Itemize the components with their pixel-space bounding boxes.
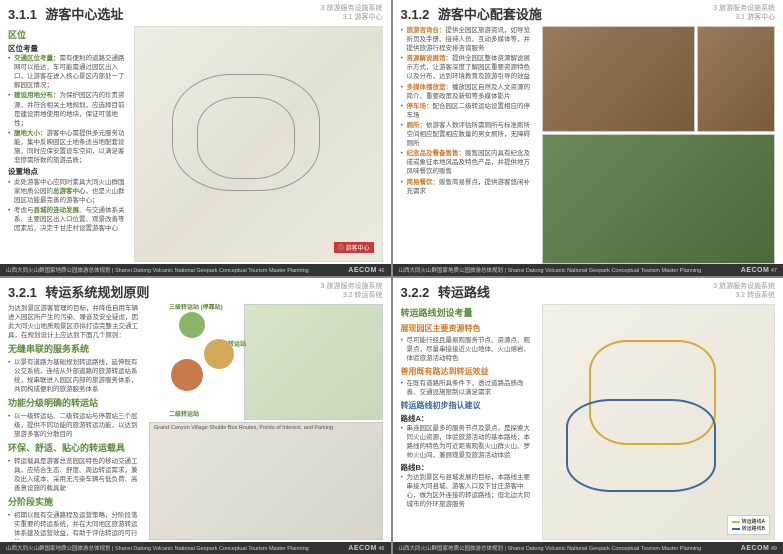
logo: AECOM [348, 545, 377, 552]
bullet: 串连园区最多的服务节点及景点，是探索大同火山资源，体验旅游活动的基本路线；本路线… [401, 424, 536, 460]
bullet: 为达到景区与县城发展的目标，本路线主要串接大同县城、游客入口及下甘庄游客中心，做… [401, 473, 536, 509]
section-title: 转运系统规划原则 [45, 285, 149, 300]
bullet: 考虑与县城的连动发展、与交通体系关系、主要园区出入口位置、观景改善等因素后，决定… [8, 206, 128, 233]
panel-footer: 山西大同火山群国家地质公园旅游总体规划 | Shanxi Datong Volc… [393, 264, 783, 276]
heading-location: 区位 [8, 29, 128, 42]
subheading: 设置地点 [8, 167, 128, 178]
logo: AECOM [741, 545, 770, 552]
panel-3-2-2: 3.2.2 转运路线 3 旅游服务设施系统 3.2 转运系统 转运路线划设考量 … [393, 278, 783, 554]
bullet: 厕所：依游客人数评估所需厕所与标准厕所空间相应配置相应数量的男女厕所，无障碍厕所 [401, 121, 536, 148]
route-heading: 路线A： [401, 414, 536, 425]
circle-diagram: 三级转运站 (停靠站) 一级转运站 二级转运站 [149, 304, 244, 420]
text-column: 旅游咨询台：提供全园区旅游资讯，如导览折页及手册、接待人员、互动多媒体等，并提供… [401, 26, 536, 262]
icon-map [244, 304, 383, 420]
intro-text: 为达到景区游客管理的目标，并降低自用车辆进入园区所产生的污染、噪音及安全疑虑，因… [8, 304, 143, 340]
heading: 无缝串联的服务系统 [8, 343, 143, 356]
bullet: 此处游客中心应同时素具大同火山群国家地质公园的总游客中心，也是火山群园区功能最完… [8, 178, 128, 205]
subheading: 善用既有路达到转运效益 [401, 366, 536, 377]
bullet: 多媒体播放室：播放园区自然及人文资源的简介、重要政策及新知等多媒体影片 [401, 83, 536, 101]
breadcrumb: 3 旅游服务设施系统 3.1 游客中心 [713, 4, 775, 22]
diagram-column: 三级转运站 (停靠站) 一级转运站 二级转运站 Grand Canyon Vil… [149, 304, 383, 540]
photo [542, 26, 696, 132]
section-number: 3.1.1 [8, 7, 37, 22]
panel-3-2-1: 3.2.1 转运系统规划原则 3 旅游服务设施系统 3.2 转运系统 为达到景区… [0, 278, 391, 554]
bullet: 腹地大小：游客中心需提供多元服务功能，集中反映园区土地条适当地配套设施，同时应保… [8, 129, 128, 165]
text-column: 转运路线划设考量 展现园区主要资源特色 尽可能行经且最易观服务节点、资源点、观景… [401, 304, 536, 540]
route-map: 转运路线A 转运路线B [542, 304, 776, 540]
photo [542, 134, 776, 264]
subheading: 转运路线初步指认建议 [401, 400, 536, 411]
section-title: 游客中心选址 [45, 7, 123, 22]
bullet: 停车场：配合园区二级转运站设置相应的停车场 [401, 102, 536, 120]
photo-grid [542, 26, 776, 262]
subheading: 展现园区主要资源特色 [401, 323, 536, 334]
heading-main: 转运路线划设考量 [401, 307, 536, 320]
subheading: 区位考量 [8, 44, 128, 55]
bullet: 初期以既有交通路程及运营策略，分阶段落实重要的转运系统，并在大同地区旅游转运体系… [8, 511, 143, 540]
panel-3-1-2: 3.1.2 游客中心配套设施 3 旅游服务设施系统 3.1 游客中心 旅游咨询台… [393, 0, 783, 276]
map-marker-icon: ⓘ 游客中心 [334, 242, 374, 253]
route-heading: 路线B： [401, 463, 536, 474]
reference-map: Grand Canyon Village Shuttle Bus Routes,… [149, 422, 383, 540]
bullet: 尽可能行经且最易观服务节点、资源点、观景点，尽量串接接近火山地体、火山熔岩、体验… [401, 336, 536, 363]
heading: 分阶段实施 [8, 496, 143, 509]
text-column: 区位 区位考量 交通区位考量：需有便利的道路交通路网可以抵达，车可能需通过园区出… [8, 26, 128, 262]
section-number: 3.2.1 [8, 285, 37, 300]
section-title: 转运路线 [438, 285, 490, 300]
bullet: 转运载具是游客总览园区特色的移动交通工具，应结合生态、舒度、周边转运需求，兼及出… [8, 457, 143, 493]
panel-footer: 山西大同火山群国家地质公园旅游总体规划 | Shanxi Datong Volc… [0, 264, 391, 276]
bullet: 以一级转运站、二级转运站与停靠站三个层级，提供不同功能的旅游转运功能，以达到旅游… [8, 412, 143, 439]
breadcrumb: 3 旅游服务设施系统 3.2 转运系统 [713, 282, 775, 300]
bullet: 纪念品及餐备售售：贩售园区内具有纪念及成或象征本地风品及特色产品，并提供地方风味… [401, 149, 536, 176]
logo: AECOM [348, 267, 377, 274]
breadcrumb: 3 旅游服务设施系统 3.2 转运系统 [321, 282, 383, 300]
text-column: 为达到景区游客管理的目标，并降低自用车辆进入园区所产生的污染、噪音及安全疑虑，因… [8, 304, 143, 540]
section-number: 3.2.2 [401, 285, 430, 300]
map-image: ⓘ 游客中心 [134, 26, 383, 262]
section-title: 游客中心配套设施 [438, 7, 542, 22]
bullet: 建设用地分布：为保护园区内的珍贵资源，并符合相关土地规划，应选择目前是建设用地使… [8, 91, 128, 127]
bullet: 旅游咨询台：提供全园区旅游资讯，如导览折页及手册、接待人员、互动多媒体等，并提供… [401, 26, 536, 53]
heading: 功能分级明确的转运站 [8, 397, 143, 410]
bullet: 以景有道路为基础规划转运路线，延伸既有公交系统，连结从外部道路的旅游转运站系统，… [8, 358, 143, 394]
section-number: 3.1.2 [401, 7, 430, 22]
photo [697, 26, 775, 132]
panel-footer: 山西大同火山群国家地质公园旅游总体规划 | Shanxi Datong Volc… [393, 542, 783, 554]
panel-footer: 山西大同火山群国家地质公园旅游总体规划 | Shanxi Datong Volc… [0, 542, 391, 554]
breadcrumb: 3 旅游服务设施系统 3.1 游客中心 [321, 4, 383, 22]
bullet: 简易餐饮：贩售简易餐点，提供游客悠闲补充需求 [401, 178, 536, 196]
logo: AECOM [741, 267, 770, 274]
panel-3-1-1: 3.1.1 游客中心选址 3 旅游服务设施系统 3.1 游客中心 区位 区位考量… [0, 0, 391, 276]
map-legend: 转运路线A 转运路线B [727, 515, 770, 535]
bullet: 资源解说展馆：提供全园区整体资源解说展示方式，让游客深度了解园区重要资源特色以及… [401, 54, 536, 81]
bullet: 在既有道路所具条件下，透过道路品质改善、交通设施限制以满足需求 [401, 379, 536, 397]
bullet: 交通区位考量：需有便利的道路交通路网可以抵达，车可能需通过园区出入口，让游客在进… [8, 54, 128, 90]
heading: 环保、舒适、贴心的转运载具 [8, 442, 143, 455]
